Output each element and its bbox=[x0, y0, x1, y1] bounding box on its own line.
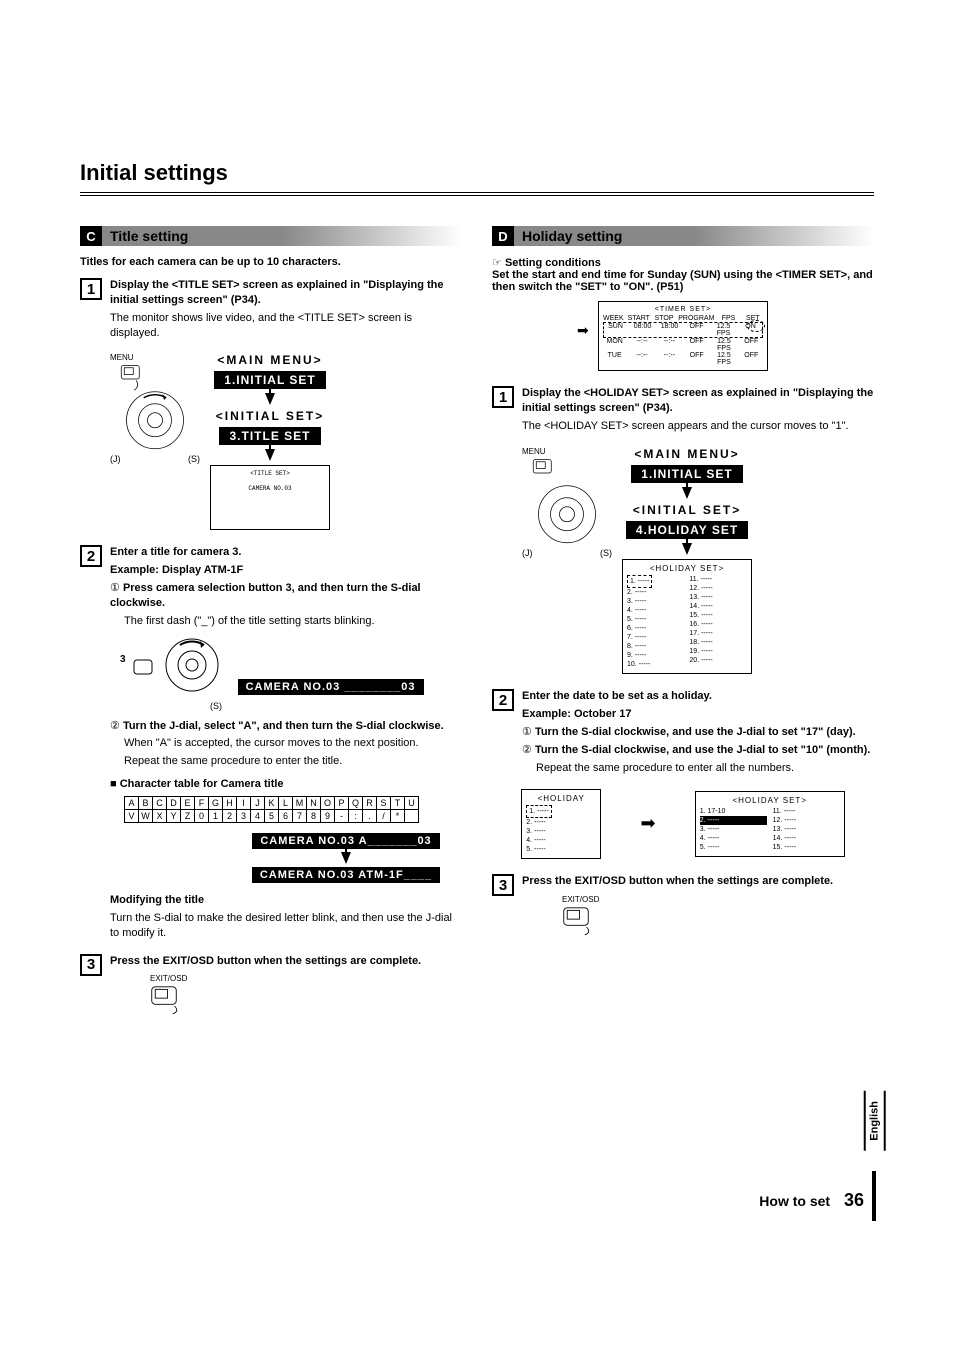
d-step-2-example: Example: October 17 bbox=[522, 707, 874, 722]
jdial-icon-d bbox=[522, 458, 612, 548]
arrow-down-icon bbox=[682, 543, 692, 555]
c-step-2-example: Example: Display ATM-1F bbox=[110, 563, 462, 578]
holiday-before: <HOLIDAY 1. -----2. -----3. -----4. ----… bbox=[521, 789, 601, 859]
footer-bar bbox=[872, 1171, 876, 1221]
section-d-header: D Holiday setting bbox=[492, 226, 874, 246]
d-step-3-bold: Press the EXIT/OSD button when the setti… bbox=[522, 874, 874, 889]
d-sub2-bold: Turn the S-dial clockwise, and use the J… bbox=[535, 744, 870, 756]
setting-conditions-bold: Setting conditions bbox=[505, 257, 601, 269]
red-arrow-icon: ➡ bbox=[577, 322, 589, 339]
c-step-3-num: 3 bbox=[80, 954, 102, 976]
jdial-icon bbox=[110, 364, 200, 454]
c-sub2-text2: Repeat the same procedure to enter the t… bbox=[124, 754, 462, 769]
cam-3-label: 3 bbox=[120, 654, 126, 665]
section-d-title: Holiday setting bbox=[514, 226, 874, 246]
d-circled-2: ② bbox=[522, 744, 532, 756]
section-c-letter: C bbox=[80, 226, 102, 246]
d-step-2-bold: Enter the date to be set as a holiday. bbox=[522, 689, 874, 704]
small-dial-icon bbox=[132, 635, 232, 695]
initial-set-tag-d: <INITIAL SET> bbox=[633, 503, 741, 517]
circled-1: ① bbox=[110, 582, 120, 594]
menu-label: MENU bbox=[110, 353, 200, 362]
right-column: D Holiday setting ☞ Setting conditions S… bbox=[492, 226, 874, 1039]
d-step-2-num: 2 bbox=[492, 689, 514, 711]
modify-title-text: Turn the S-dial to make the desired lett… bbox=[110, 911, 462, 941]
arrow-down-icon bbox=[265, 393, 275, 405]
j-label: (J) bbox=[110, 454, 121, 464]
d-step-2: 2 Enter the date to be set as a holiday.… bbox=[492, 689, 874, 778]
holiday-before-after: <HOLIDAY 1. -----2. -----3. -----4. ----… bbox=[492, 789, 874, 859]
camera-bar-3: CAMERA NO.03 ATM-1F____ bbox=[252, 867, 440, 883]
char-table: ABCDEFGHIJKLMNOPQRSTU VWXYZ0123456789-:.… bbox=[124, 796, 419, 823]
setting-conditions-text: Set the start and end time for Sunday (S… bbox=[492, 269, 874, 293]
footer-page-num: 36 bbox=[844, 1190, 864, 1210]
d-step-1-num: 1 bbox=[492, 386, 514, 408]
d-step-1-text: The <HOLIDAY SET> screen appears and the… bbox=[522, 419, 874, 434]
main-menu-tag-d: <MAIN MENU> bbox=[634, 447, 739, 461]
d-step-3-num: 3 bbox=[492, 874, 514, 896]
content-columns: C Title setting Titles for each camera c… bbox=[80, 226, 874, 1039]
d-sub2-text: Repeat the same procedure to enter all t… bbox=[536, 761, 874, 776]
d-circled-1: ① bbox=[522, 726, 532, 738]
page-footer: How to set 36 bbox=[759, 1190, 864, 1211]
arrow-down-icon bbox=[341, 852, 351, 864]
page-title: Initial settings bbox=[80, 160, 874, 196]
right-arrow-icon: ➡ bbox=[640, 813, 655, 834]
initial-set-tag: <INITIAL SET> bbox=[216, 409, 324, 423]
left-column: C Title setting Titles for each camera c… bbox=[80, 226, 462, 1039]
c-sub2-text1: When "A" is accepted, the cursor moves t… bbox=[124, 736, 462, 751]
arrow-down-icon bbox=[265, 449, 275, 461]
main-menu-tag: <MAIN MENU> bbox=[217, 353, 322, 367]
c-step-3: 3 Press the EXIT/OSD button when the set… bbox=[80, 954, 462, 1029]
c-sub1-text: The first dash ("_") of the title settin… bbox=[124, 614, 462, 629]
d-step-1: 1 Display the <HOLIDAY SET> screen as ex… bbox=[492, 386, 874, 437]
modify-title-bold: Modifying the title bbox=[110, 893, 462, 908]
c-step-2: 2 Enter a title for camera 3. Example: D… bbox=[80, 545, 462, 943]
c-step-1-num: 1 bbox=[80, 278, 102, 300]
c-step-1-text: The monitor shows live video, and the <T… bbox=[110, 311, 462, 341]
title-set-screen: <TITLE SET> CAMERA NO.03 bbox=[210, 465, 330, 530]
d-step-3: 3 Press the EXIT/OSD button when the set… bbox=[492, 874, 874, 949]
c-step-2-bold: Enter a title for camera 3. bbox=[110, 545, 462, 560]
footer-howto: How to set bbox=[759, 1193, 830, 1209]
holiday-after: <HOLIDAY SET> 1. 17-102. -----3. -----4.… bbox=[695, 791, 845, 857]
c-sub1-bold: Press camera selection button 3, and the… bbox=[110, 582, 421, 609]
section-c-title: Title setting bbox=[102, 226, 462, 246]
c-menu-diagram: MENU (J) (S) bbox=[110, 353, 462, 530]
dial-small-diagram: 3 CAMERA NO.03 ________03 bbox=[120, 635, 462, 695]
c-step-3-bold: Press the EXIT/OSD button when the setti… bbox=[110, 954, 462, 969]
section-c-subtitle: Titles for each camera can be up to 10 c… bbox=[80, 256, 462, 268]
s-label-2: (S) bbox=[210, 701, 462, 711]
camera-bar-1: CAMERA NO.03 ________03 bbox=[238, 679, 424, 695]
s-label-d: (S) bbox=[600, 548, 612, 558]
s-label: (S) bbox=[188, 454, 200, 464]
c-step-1: 1 Display the <TITLE SET> screen as expl… bbox=[80, 278, 462, 343]
c-step-1-bold: Display the <TITLE SET> screen as explai… bbox=[110, 278, 462, 308]
circled-2: ② bbox=[110, 720, 120, 732]
exit-button-diagram: EXIT/OSD bbox=[150, 974, 462, 1019]
section-d-letter: D bbox=[492, 226, 514, 246]
pointer-icon: ☞ bbox=[492, 257, 502, 269]
c-sub2-bold: Turn the J-dial, select "A", and then tu… bbox=[123, 720, 444, 732]
c-step-2-num: 2 bbox=[80, 545, 102, 567]
section-c-header: C Title setting bbox=[80, 226, 462, 246]
menu-label-d: MENU bbox=[522, 447, 612, 456]
holiday-list-screen: <HOLIDAY SET> 1. -----2. -----3. -----4.… bbox=[622, 559, 752, 675]
exit-button-diagram-d: EXIT/OSD bbox=[562, 895, 874, 940]
j-label-d: (J) bbox=[522, 548, 533, 558]
char-table-heading: ■ Character table for Camera title bbox=[110, 777, 462, 792]
on-circle-icon bbox=[747, 320, 765, 332]
d-sub1-bold: Turn the S-dial clockwise, and use the J… bbox=[535, 726, 856, 738]
arrow-down-icon bbox=[682, 487, 692, 499]
camera-progress: CAMERA NO.03 A_______03 CAMERA NO.03 ATM… bbox=[230, 833, 462, 883]
d-menu-diagram: MENU (J) (S) <MAIN MENU> 1. bbox=[522, 447, 874, 675]
d-step-1-bold: Display the <HOLIDAY SET> screen as expl… bbox=[522, 386, 874, 416]
timer-set-table: ➡ <TIMER SET> WEEKSTARTSTOPPROGRAMFPSSET… bbox=[598, 301, 768, 371]
language-tab: English bbox=[864, 1091, 886, 1151]
